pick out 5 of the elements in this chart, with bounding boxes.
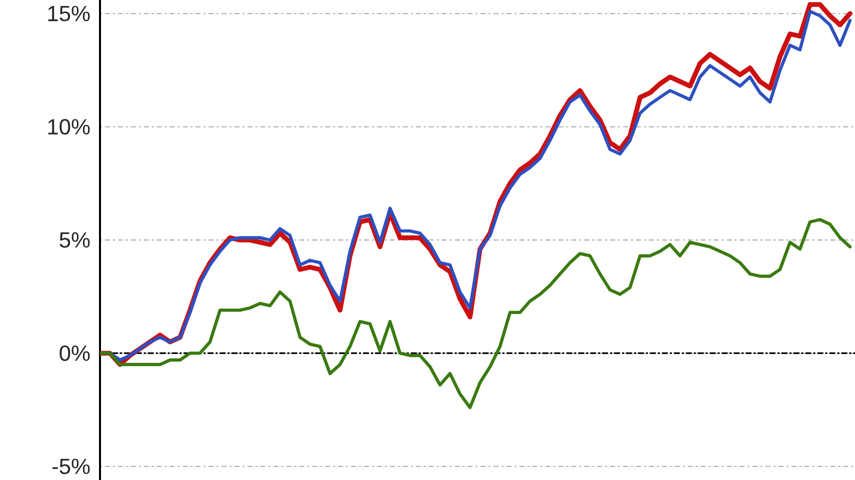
y-tick-label: -5%	[52, 458, 90, 474]
y-tick-label: 10%	[48, 119, 90, 135]
y-tick-label: 5%	[60, 232, 90, 248]
y-tick-label: 0%	[60, 345, 90, 361]
y-tick-label: 15%	[48, 6, 90, 22]
